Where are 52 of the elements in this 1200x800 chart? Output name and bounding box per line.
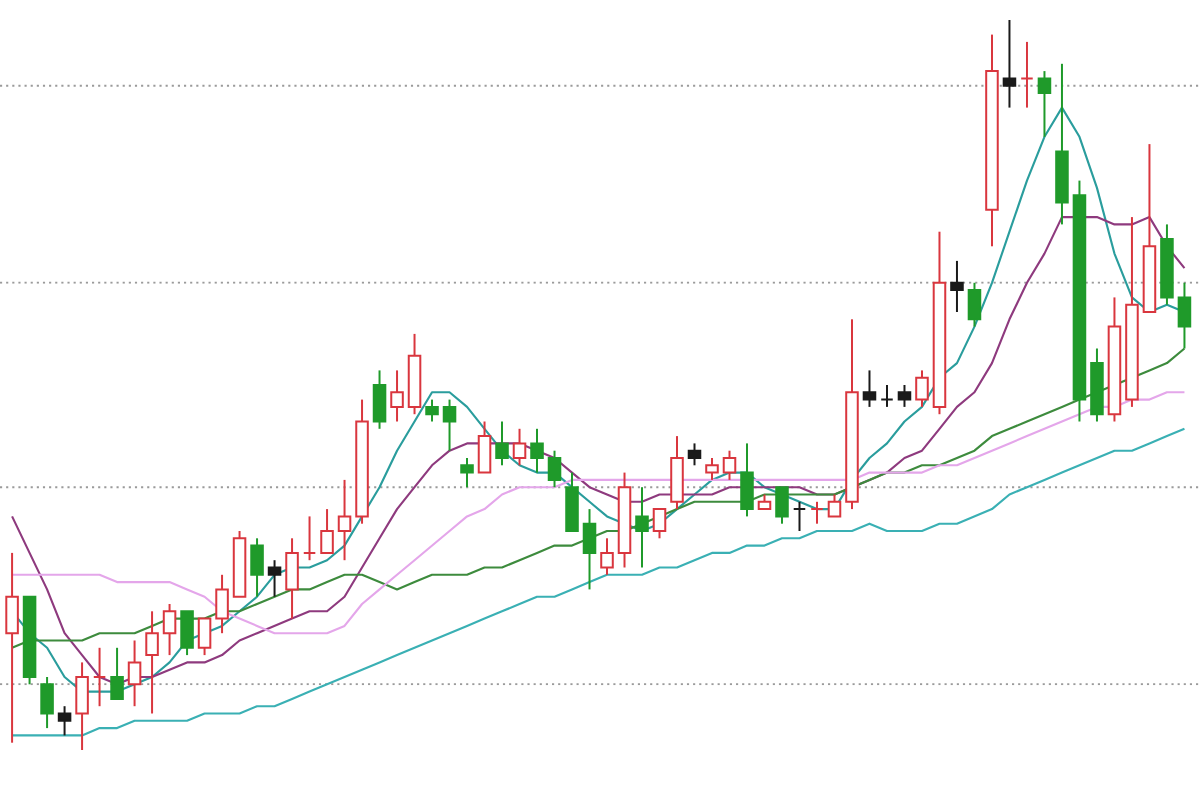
candlestick xyxy=(967,281,982,328)
candlestick xyxy=(792,500,807,532)
candlestick xyxy=(775,486,789,525)
candlestick xyxy=(687,442,702,467)
candlestick xyxy=(390,369,404,423)
candlestick xyxy=(1177,281,1192,350)
candlestick xyxy=(320,508,334,554)
candlestick xyxy=(40,676,54,730)
candlestick xyxy=(425,398,439,423)
candlestick xyxy=(897,384,912,408)
candlestick xyxy=(950,259,964,313)
candlestick xyxy=(372,369,387,430)
candlestick xyxy=(460,457,474,489)
candlestick xyxy=(827,493,842,518)
candlestick xyxy=(5,551,19,744)
candlestick xyxy=(512,427,527,467)
candlestick xyxy=(92,646,107,708)
candlestick xyxy=(495,420,509,467)
candlestick xyxy=(635,486,649,569)
candlestick xyxy=(1037,70,1052,138)
candlestick xyxy=(705,457,719,481)
candlestick xyxy=(250,537,264,598)
candlestick xyxy=(110,646,124,700)
candlestick xyxy=(670,435,684,511)
candlestick xyxy=(267,559,282,598)
candlestick xyxy=(547,449,562,489)
candlestick xyxy=(1002,18,1017,109)
candlestick xyxy=(530,427,544,474)
candlestick xyxy=(285,537,299,620)
candlestick xyxy=(197,617,212,657)
candlestick xyxy=(880,384,894,408)
candlestick xyxy=(862,369,877,408)
candlestick xyxy=(337,478,352,562)
candlestick xyxy=(180,610,194,657)
candlestick xyxy=(722,449,737,481)
candlestick xyxy=(810,500,824,525)
candlestick xyxy=(75,661,89,751)
candlestick xyxy=(652,508,667,540)
candlestick xyxy=(1020,40,1034,109)
candlestick xyxy=(582,508,597,591)
candlestick xyxy=(915,369,929,408)
candlestick xyxy=(57,705,72,737)
candlestick xyxy=(600,537,614,576)
candlestick xyxy=(215,573,229,635)
candlestick xyxy=(442,398,457,452)
candlestick xyxy=(127,639,142,708)
candlestick xyxy=(145,610,159,715)
candlestick xyxy=(565,471,579,532)
candlestick xyxy=(162,602,177,657)
candlestick xyxy=(302,515,317,562)
candlestick xyxy=(477,420,492,474)
candlestick xyxy=(740,442,754,518)
